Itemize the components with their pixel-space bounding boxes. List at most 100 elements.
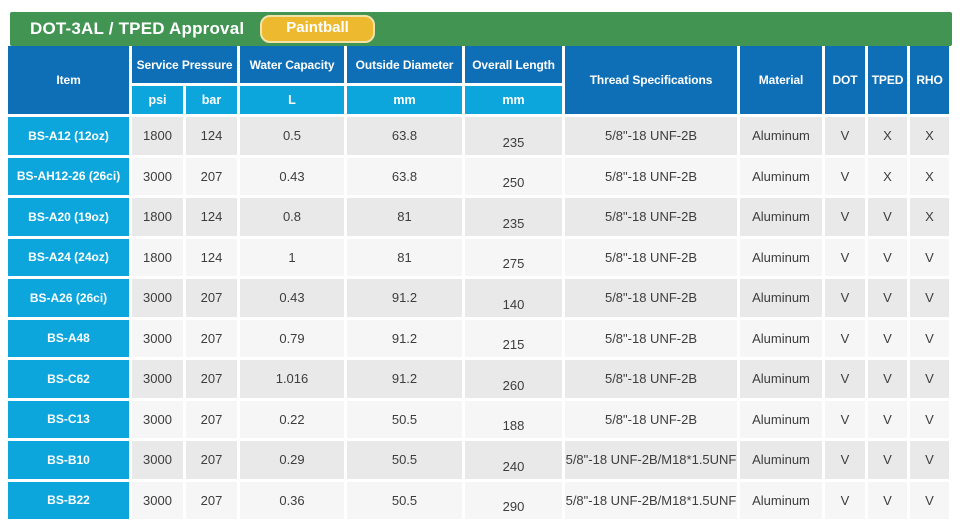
- cell-overall-length: 275: [465, 238, 562, 276]
- cell-rho: X: [910, 198, 949, 236]
- cell-bar: 124: [186, 198, 237, 236]
- item-cell: BS-C62: [8, 360, 129, 398]
- cell-tped: V: [868, 279, 907, 317]
- cell-outside-diameter: 63.8: [347, 117, 462, 155]
- subcol-header-psi: psi: [132, 86, 183, 114]
- cell-bar: 207: [186, 441, 237, 479]
- cell-bar: 124: [186, 117, 237, 155]
- cell-dot: V: [825, 319, 865, 357]
- cell-tped: V: [868, 400, 907, 438]
- cell-water-capacity: 0.43: [240, 157, 344, 195]
- cell-psi: 3000: [132, 319, 183, 357]
- cell-thread-specifications: 5/8"-18 UNF-2B: [565, 238, 737, 276]
- cell-water-capacity: 0.36: [240, 481, 344, 519]
- cell-water-capacity: 0.22: [240, 400, 344, 438]
- cell-outside-diameter: 91.2: [347, 319, 462, 357]
- cell-dot: V: [825, 279, 865, 317]
- cell-psi: 3000: [132, 481, 183, 519]
- col-header-tped: TPED: [868, 46, 907, 114]
- table-row: BS-C13 3000 207 0.22 50.5 188 5/8"-18 UNF-2B Al…: [8, 400, 949, 438]
- cell-bar: 124: [186, 238, 237, 276]
- cell-material: Aluminum: [740, 360, 822, 398]
- cell-rho: V: [910, 481, 949, 519]
- table-row: BS-B22 3000 207 0.36 50.5 290 5/8"-18 UNF-2B/M…: [8, 481, 949, 519]
- cell-psi: 3000: [132, 441, 183, 479]
- item-cell: BS-A48: [8, 319, 129, 357]
- cell-thread-specifications: 5/8"-18 UNF-2B: [565, 279, 737, 317]
- cell-overall-length: 250: [465, 157, 562, 195]
- cell-material: Aluminum: [740, 481, 822, 519]
- cell-dot: V: [825, 441, 865, 479]
- item-cell: BS-B10: [8, 441, 129, 479]
- title-bar: DOT-3AL / TPED Approval Paintball: [10, 12, 952, 46]
- item-cell: BS-A24 (24oz): [8, 238, 129, 276]
- cell-rho: V: [910, 441, 949, 479]
- cell-rho: V: [910, 400, 949, 438]
- table-row: BS-A48 3000 207 0.79 91.2 215 5/8"-18 UNF-2B Al…: [8, 319, 949, 357]
- cell-material: Aluminum: [740, 400, 822, 438]
- cell-psi: 1800: [132, 198, 183, 236]
- cell-tped: V: [868, 238, 907, 276]
- col-header-water-capacity: Water Capacity: [240, 46, 344, 83]
- cell-outside-diameter: 63.8: [347, 157, 462, 195]
- subcol-header-diameter-mm: mm: [347, 86, 462, 114]
- cell-rho: V: [910, 238, 949, 276]
- col-header-outside-diameter: Outside Diameter: [347, 46, 462, 83]
- cell-material: Aluminum: [740, 157, 822, 195]
- cell-psi: 3000: [132, 279, 183, 317]
- cell-material: Aluminum: [740, 198, 822, 236]
- cell-dot: V: [825, 400, 865, 438]
- cell-bar: 207: [186, 400, 237, 438]
- cell-material: Aluminum: [740, 238, 822, 276]
- cell-overall-length: 235: [465, 117, 562, 155]
- table-row: BS-A24 (24oz) 1800 124 1 81 275 5/8"-18 UNF-2B…: [8, 238, 949, 276]
- cell-water-capacity: 0.43: [240, 279, 344, 317]
- col-header-service-pressure: Service Pressure: [132, 46, 237, 83]
- cell-dot: V: [825, 238, 865, 276]
- cell-tped: V: [868, 481, 907, 519]
- cell-outside-diameter: 91.2: [347, 279, 462, 317]
- col-header-thread-specifications: Thread Specifications: [565, 46, 737, 114]
- cell-tped: X: [868, 117, 907, 155]
- cell-tped: V: [868, 198, 907, 236]
- cell-water-capacity: 1: [240, 238, 344, 276]
- table-row: BS-C62 3000 207 1.016 91.2 260 5/8"-18 UNF-2B A…: [8, 360, 949, 398]
- col-header-dot: DOT: [825, 46, 865, 114]
- cell-water-capacity: 0.79: [240, 319, 344, 357]
- cell-psi: 1800: [132, 238, 183, 276]
- cell-psi: 3000: [132, 157, 183, 195]
- col-header-material: Material: [740, 46, 822, 114]
- item-cell: BS-AH12-26 (26ci): [8, 157, 129, 195]
- cell-rho: X: [910, 117, 949, 155]
- cell-dot: V: [825, 198, 865, 236]
- header-row-units: psi bar L mm mm: [8, 86, 949, 114]
- subcol-header-length-mm: mm: [465, 86, 562, 114]
- cell-water-capacity: 0.29: [240, 441, 344, 479]
- cell-thread-specifications: 5/8"-18 UNF-2B/M18*1.5UNF: [565, 481, 737, 519]
- item-cell: BS-A20 (19oz): [8, 198, 129, 236]
- col-header-item: Item: [8, 46, 129, 114]
- cell-thread-specifications: 5/8"-18 UNF-2B: [565, 198, 737, 236]
- cell-bar: 207: [186, 319, 237, 357]
- cell-overall-length: 260: [465, 360, 562, 398]
- item-cell: BS-B22: [8, 481, 129, 519]
- cell-outside-diameter: 81: [347, 238, 462, 276]
- cell-material: Aluminum: [740, 319, 822, 357]
- cell-overall-length: 215: [465, 319, 562, 357]
- page-title: DOT-3AL / TPED Approval: [30, 19, 245, 38]
- subcol-header-liters: L: [240, 86, 344, 114]
- cell-rho: V: [910, 279, 949, 317]
- cell-water-capacity: 0.5: [240, 117, 344, 155]
- cell-outside-diameter: 50.5: [347, 400, 462, 438]
- header-row-main: Item Service Pressure Water Capacity Out…: [8, 46, 949, 114]
- cell-tped: V: [868, 319, 907, 357]
- cell-psi: 3000: [132, 360, 183, 398]
- cell-bar: 207: [186, 279, 237, 317]
- col-header-rho: RHO: [910, 46, 949, 114]
- spec-table-header: Item Service Pressure Water Capacity Out…: [8, 46, 949, 114]
- spec-table: Item Service Pressure Water Capacity Out…: [5, 43, 952, 522]
- cell-thread-specifications: 5/8"-18 UNF-2B: [565, 157, 737, 195]
- cell-overall-length: 140: [465, 279, 562, 317]
- cell-thread-specifications: 5/8"-18 UNF-2B: [565, 117, 737, 155]
- spec-table-body: BS-A12 (12oz) 1800 124 0.5 63.8 235 5/8"-18 UN…: [8, 117, 949, 522]
